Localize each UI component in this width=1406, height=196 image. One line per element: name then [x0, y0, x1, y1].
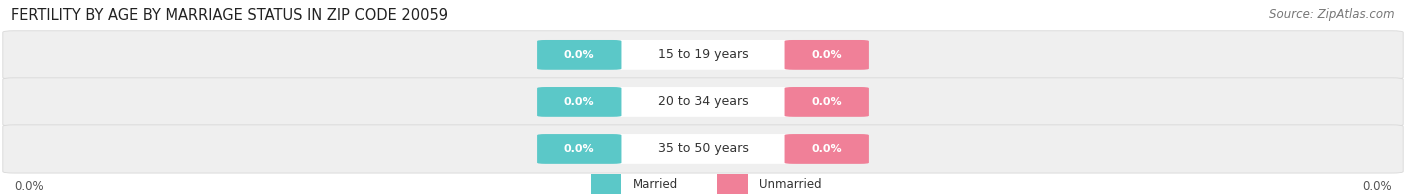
Text: FERTILITY BY AGE BY MARRIAGE STATUS IN ZIP CODE 20059: FERTILITY BY AGE BY MARRIAGE STATUS IN Z… [11, 8, 449, 23]
FancyBboxPatch shape [717, 174, 748, 194]
FancyBboxPatch shape [537, 134, 621, 164]
Text: 0.0%: 0.0% [14, 180, 44, 193]
FancyBboxPatch shape [785, 87, 869, 117]
FancyBboxPatch shape [3, 78, 1403, 126]
FancyBboxPatch shape [610, 87, 796, 117]
FancyBboxPatch shape [785, 134, 869, 164]
FancyBboxPatch shape [537, 87, 621, 117]
FancyBboxPatch shape [591, 174, 621, 194]
Text: 0.0%: 0.0% [564, 144, 595, 154]
FancyBboxPatch shape [610, 134, 796, 164]
Text: 20 to 34 years: 20 to 34 years [658, 95, 748, 108]
Text: 0.0%: 0.0% [811, 144, 842, 154]
Text: 0.0%: 0.0% [1362, 180, 1392, 193]
FancyBboxPatch shape [3, 31, 1403, 79]
FancyBboxPatch shape [3, 125, 1403, 173]
Text: Unmarried: Unmarried [759, 178, 823, 191]
Text: 0.0%: 0.0% [564, 97, 595, 107]
Text: 0.0%: 0.0% [564, 50, 595, 60]
Text: 15 to 19 years: 15 to 19 years [658, 48, 748, 61]
FancyBboxPatch shape [537, 40, 621, 70]
Text: Married: Married [633, 178, 678, 191]
FancyBboxPatch shape [785, 40, 869, 70]
Text: 35 to 50 years: 35 to 50 years [658, 142, 748, 155]
Text: Source: ZipAtlas.com: Source: ZipAtlas.com [1270, 8, 1395, 21]
Text: 0.0%: 0.0% [811, 97, 842, 107]
FancyBboxPatch shape [610, 40, 796, 70]
Text: 0.0%: 0.0% [811, 50, 842, 60]
